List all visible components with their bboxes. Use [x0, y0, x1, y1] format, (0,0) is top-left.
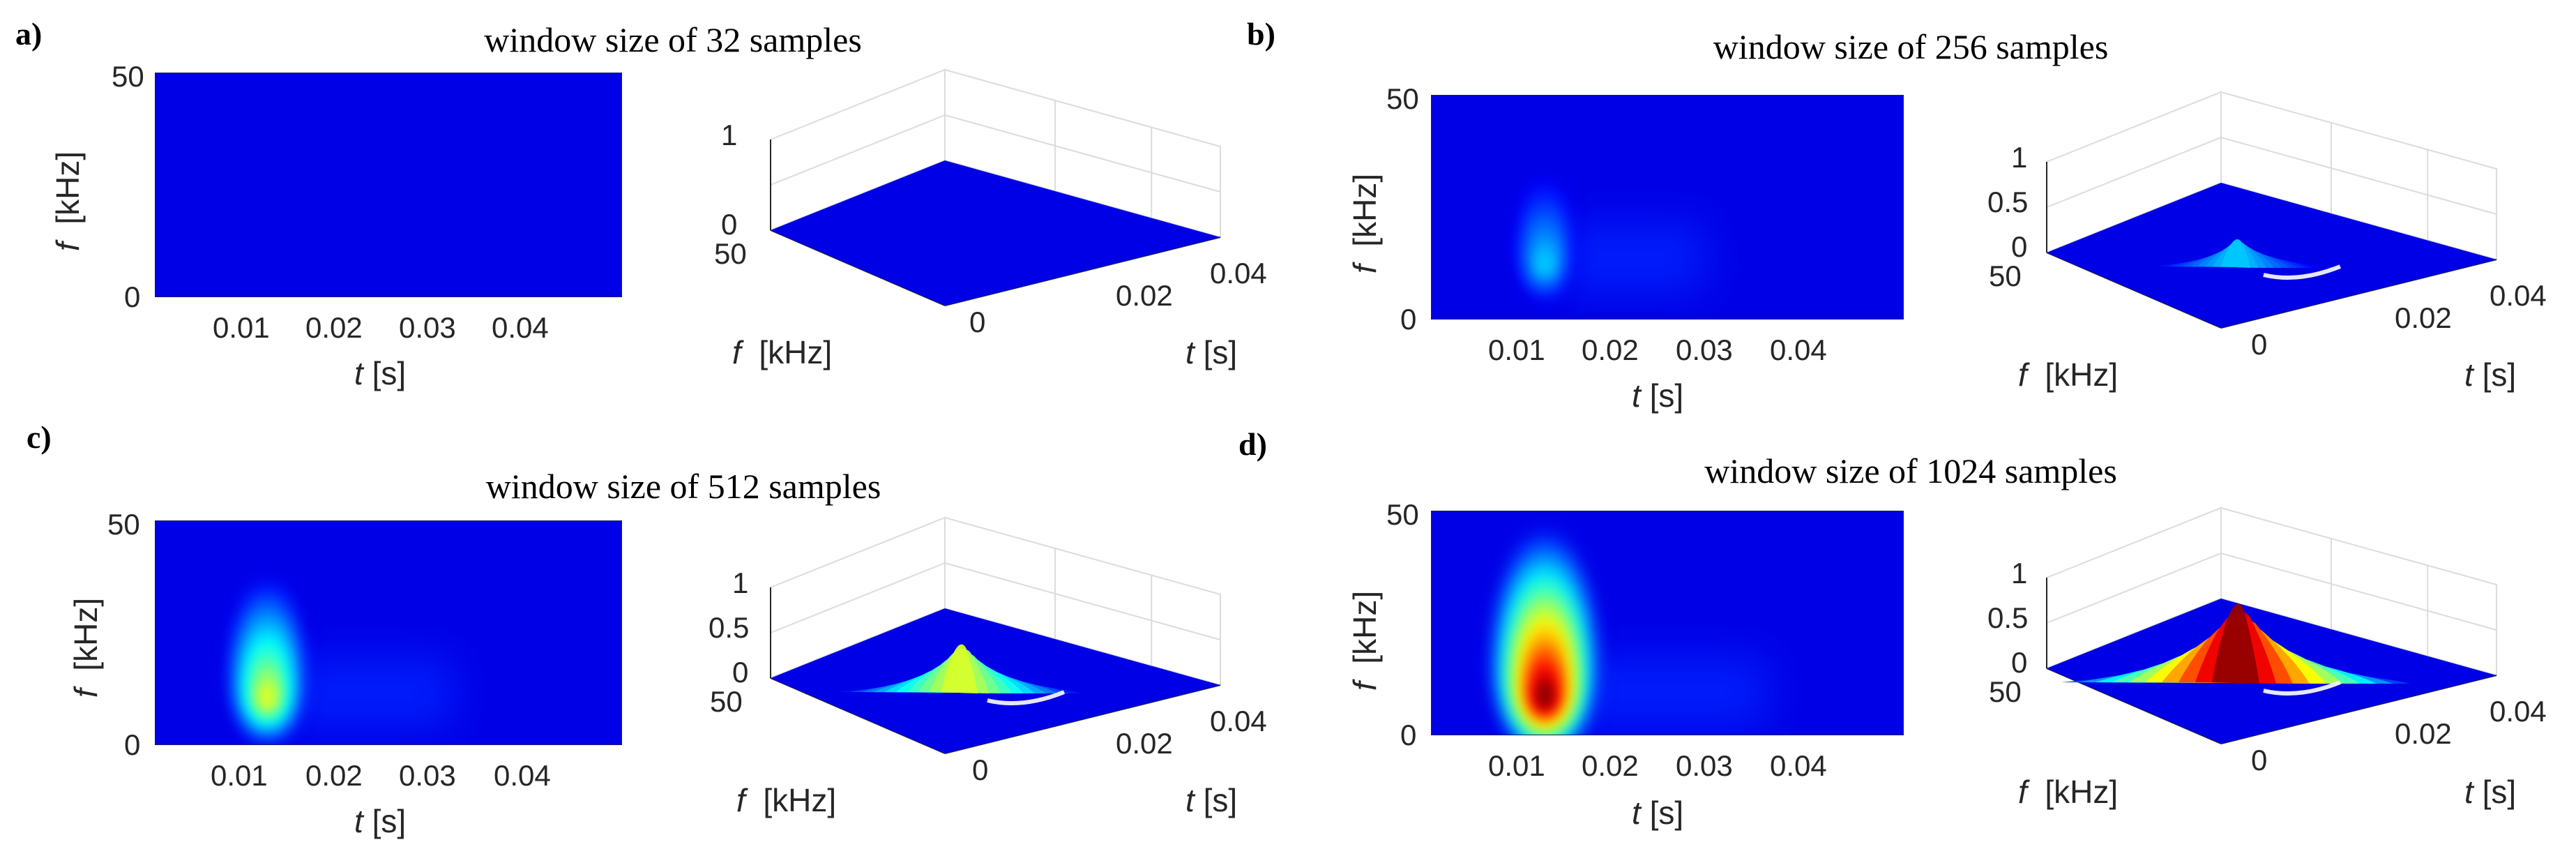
chart-title: window size of 1024 samples [1704, 451, 2117, 490]
t-tick: 0.04 [2490, 695, 2547, 728]
y-tick: 0 [1400, 719, 1417, 751]
t-tick: 0.04 [1210, 257, 1267, 290]
z-tick: 1 [2011, 557, 2028, 590]
y-tick: 50 [107, 508, 140, 541]
surface-floor [2047, 183, 2497, 328]
x-tick: 0.01 [211, 759, 268, 792]
f-axis-label: f [kHz] [2018, 356, 2119, 393]
f-axis-label: f [kHz] [732, 334, 833, 370]
y-tick: 50 [112, 60, 144, 93]
z-tick: 1 [721, 119, 738, 151]
z-tick: 0 [721, 208, 738, 241]
t-axis-label: t [s] [1185, 334, 1238, 370]
y-axis-label: f [kHz] [1347, 590, 1383, 691]
surface-edge [2263, 680, 2342, 696]
y-tick: 0 [1400, 303, 1417, 336]
f-tick: 0 [972, 753, 989, 786]
panel-letter: b) [1247, 16, 1275, 52]
x-tick: 0.01 [1488, 749, 1545, 782]
grid-line [770, 562, 1221, 640]
chart-title: window size of 512 samples [485, 467, 881, 506]
chart-title: window size of 256 samples [1713, 27, 2109, 66]
x-tick: 0.04 [1770, 749, 1827, 782]
z-tick: 0 [2011, 230, 2028, 263]
heatmap-plot [1431, 511, 1904, 735]
z-tick: 0 [2011, 646, 2028, 679]
f-tick: 50 [1989, 675, 2022, 708]
z-tick: 0 [732, 656, 749, 689]
z-tick: 0.5 [709, 611, 750, 644]
z-tick: 1 [732, 566, 749, 599]
panel-letter: a) [15, 16, 43, 52]
t-tick: 0.02 [2395, 717, 2452, 750]
f-tick: 50 [710, 685, 743, 718]
heatmap-plot [155, 520, 622, 745]
f-axis-label: f [kHz] [2018, 774, 2119, 810]
surface-3d-plot [2046, 91, 2497, 329]
heatmap-plot [155, 73, 622, 297]
f-tick: 50 [714, 237, 747, 270]
heatmap-tail [1545, 223, 1706, 294]
t-tick: 0.02 [2395, 301, 2452, 334]
x-tick: 0.01 [213, 311, 270, 344]
z-tick: 0.5 [1987, 186, 2029, 218]
heatmap-contour [1539, 253, 1551, 272]
x-tick: 0.03 [399, 759, 456, 792]
x-tick: 0.03 [399, 311, 456, 344]
t-axis-label: t [s] [2464, 774, 2517, 810]
panel-letter: c) [26, 419, 52, 455]
f-tick: 0 [969, 306, 986, 338]
t-tick: 0.02 [1116, 727, 1173, 760]
y-axis-label: f [kHz] [50, 151, 86, 251]
x-tick: 0.04 [1770, 333, 1827, 366]
x-tick: 0.03 [1676, 333, 1733, 366]
x-tick: 0.01 [1488, 333, 1545, 366]
f-tick: 0 [2251, 744, 2268, 776]
t-tick: 0.04 [1210, 705, 1267, 737]
t-tick: 0.02 [1116, 279, 1173, 312]
grid-line [2046, 552, 2497, 631]
x-axis-label: t [s] [354, 803, 407, 839]
y-tick: 0 [124, 280, 141, 313]
t-axis-label: t [s] [2464, 356, 2517, 393]
f-tick: 0 [2251, 328, 2268, 361]
x-tick: 0.02 [1582, 749, 1639, 782]
t-axis-label: t [s] [1185, 782, 1238, 818]
y-tick: 50 [1386, 82, 1419, 115]
surface-peak-layer [941, 644, 978, 693]
surface-edge [987, 690, 1066, 705]
y-axis-label: f [kHz] [68, 597, 104, 698]
heatmap-plot [1431, 95, 1904, 320]
chart-title: window size of 32 samples [484, 20, 862, 59]
f-tick: 50 [1989, 260, 2022, 292]
y-tick: 0 [124, 728, 141, 761]
x-tick: 0.02 [305, 759, 363, 792]
panel-letter: d) [1238, 426, 1267, 462]
y-axis-label: f [kHz] [1347, 173, 1383, 273]
x-tick: 0.04 [494, 759, 551, 792]
x-tick: 0.03 [1676, 749, 1733, 782]
heatmap-contour [261, 686, 274, 707]
t-tick: 0.04 [2490, 279, 2547, 312]
grid-line [770, 114, 1221, 193]
f-axis-label: f [kHz] [736, 782, 837, 818]
z-tick: 1 [2011, 141, 2028, 174]
x-tick: 0.02 [305, 311, 363, 344]
x-tick: 0.04 [492, 311, 549, 344]
surface-3d-plot [770, 68, 1221, 306]
surface-peak-layer [2211, 603, 2259, 684]
x-axis-label: t [s] [1632, 795, 1684, 831]
surface-3d-plot [2046, 506, 2497, 744]
x-axis-label: t [s] [354, 355, 407, 391]
z-tick: 0.5 [1987, 601, 2029, 634]
x-tick: 0.02 [1582, 333, 1639, 366]
y-tick: 50 [1386, 498, 1419, 531]
surface-peak-layer [2220, 239, 2251, 268]
surface-edge [2263, 264, 2342, 280]
surface-3d-plot [770, 516, 1221, 754]
grid-line [2046, 136, 2497, 215]
heatmap-contour [1537, 682, 1552, 707]
x-axis-label: t [s] [1632, 377, 1684, 414]
surface-floor [771, 160, 1220, 306]
